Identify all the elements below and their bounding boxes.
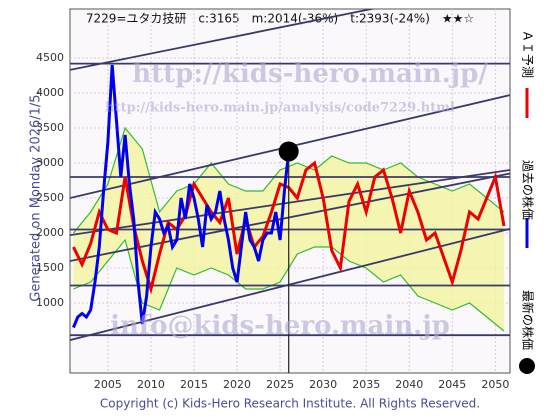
x-tick-label: 2045 xyxy=(438,378,466,391)
legend-label: ＡＩ予測 xyxy=(521,30,535,78)
plot xyxy=(70,9,510,373)
y-tick-label: 3000 xyxy=(36,156,64,169)
x-tick-label: 2020 xyxy=(223,378,251,391)
y-tick-label: 4000 xyxy=(36,86,64,99)
watermark: http://kids-hero.main.jp/analysis/code72… xyxy=(105,101,455,116)
watermark: info@kids-hero.main.jp xyxy=(110,311,450,341)
x-tick-label: 2010 xyxy=(137,378,165,391)
trend-line xyxy=(70,172,510,262)
x-tick-label: 2025 xyxy=(266,378,294,391)
watermark: http://kids-hero.main.jp/ xyxy=(132,59,488,89)
y-tick-label: 4500 xyxy=(36,51,64,64)
y-tick-label: 1500 xyxy=(36,261,64,274)
footer: Copyright (c) Kids-Hero Research Institu… xyxy=(100,397,480,411)
y-tick-label: 3500 xyxy=(36,121,64,134)
x-tick-label: 2035 xyxy=(352,378,380,391)
trend-line xyxy=(70,9,376,71)
y-tick-label: 1000 xyxy=(36,296,64,309)
trend-line xyxy=(70,169,510,236)
latest-point xyxy=(278,141,299,162)
x-tick-label: 2015 xyxy=(180,378,208,391)
x-tick-label: 2005 xyxy=(94,378,122,391)
legend-label: 過去の株価 xyxy=(521,160,536,220)
y-tick-label: 2500 xyxy=(36,191,64,204)
side-label: Generated on Monday 2026/1/5. xyxy=(29,90,44,301)
x-tick-label: 2040 xyxy=(395,378,423,391)
y-tick-label: 2000 xyxy=(36,226,64,239)
series-line xyxy=(72,64,291,329)
x-tick-label: 2050 xyxy=(481,378,509,391)
legend-label: 最新の株価 xyxy=(521,290,536,350)
x-tick-label: 2030 xyxy=(309,378,337,391)
legend-dot xyxy=(519,358,535,374)
